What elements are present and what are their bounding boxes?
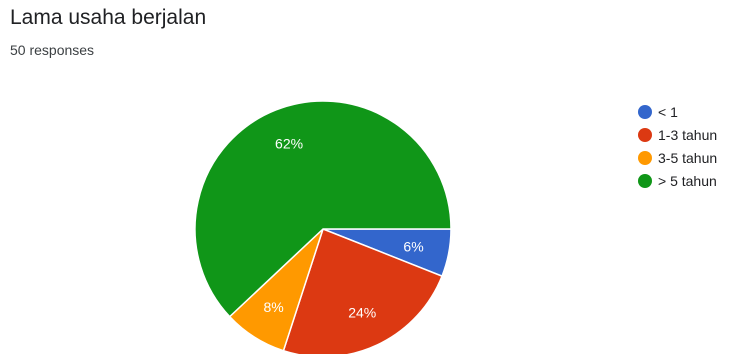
legend-swatch [638,173,652,188]
legend-swatch [638,104,652,119]
legend-item-1-3-tahun[interactable]: 1-3 tahun [638,123,717,146]
slice-label-1: 6% [403,238,423,254]
legend-label: < 1 [658,103,678,120]
slice-label-1-3-tahun: 24% [348,304,376,320]
question-title: Lama usaha berjalan [10,6,207,29]
response-count: 50 responses [10,42,95,58]
chart-legend: < 1 1-3 tahun 3-5 tahun > 5 tahun [638,100,717,192]
legend-label: 3-5 tahun [658,149,718,166]
pie-slice-5-tahun[interactable] [194,100,452,318]
legend-swatch [638,127,652,142]
legend-item-3-5-tahun[interactable]: 3-5 tahun [638,146,717,169]
legend-label: > 5 tahun [658,172,717,189]
pie-slice-1-3-tahun[interactable] [282,228,443,354]
pie-slice-labels: 6% 24% 8% 62% [264,135,424,320]
slice-label-5-tahun: 62% [275,135,303,151]
legend-swatch [638,150,652,165]
slice-label-3-5-tahun: 8% [264,299,284,315]
legend-item-5-tahun[interactable]: > 5 tahun [638,169,717,192]
legend-item-1[interactable]: < 1 [638,100,717,123]
pie-slices [194,100,452,354]
legend-label: 1-3 tahun [658,126,718,143]
